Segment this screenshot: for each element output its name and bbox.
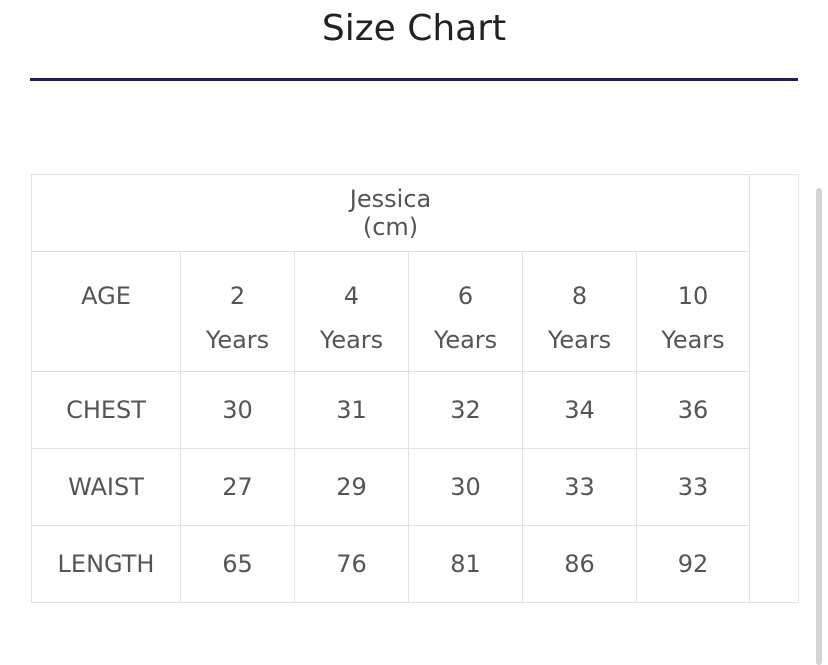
column-header-text: 10 Years [661,282,725,354]
table-cell: 36 [635,371,751,449]
table-cell: 32 [408,371,523,449]
table-cell-text: 30 [450,473,481,501]
table-cell: 34 [522,371,637,449]
column-header: AGE [31,251,181,372]
table-cell-text: 34 [564,396,595,424]
column-header: 10 Years [635,251,751,372]
table-caption-text: Jessica (cm) [349,185,432,241]
column-header-text: 8 Years [547,282,612,354]
table-cell-text: 76 [336,550,367,578]
table-cell: 65 [180,525,295,603]
table-cell-text: 86 [564,550,595,578]
row-header-text: WAIST [68,473,144,501]
table-row: AGE 2 Years 4 Years 6 Years 8 Years 10 Years [31,251,799,372]
table-cell-text: 65 [222,550,253,578]
table-row: LENGTH 65 76 81 86 92 [31,525,799,603]
table-cell: 29 [294,448,409,526]
column-header-text: AGE [81,282,131,310]
page-title: Size Chart [321,8,507,49]
column-header: 6 Years [408,251,523,372]
table-cell: 92 [635,525,751,603]
row-header: LENGTH [31,525,181,603]
table-cell-text: 92 [677,550,709,578]
table-caption: Jessica (cm) [30,174,751,252]
column-header-text: 2 Years [205,282,270,354]
table-cell-text: 33 [677,473,709,501]
column-header-text: 4 Years [319,282,384,354]
column-header: 8 Years [522,251,637,372]
table-cell-text: 33 [564,473,595,501]
column-header-text: 6 Years [433,282,498,354]
table-cell-text: 29 [336,473,367,501]
table-cell-text: 81 [450,550,481,578]
column-header: 4 Years [294,251,409,372]
table-row: CHEST 30 31 32 34 36 [31,371,799,449]
table-row: WAIST 27 29 30 33 33 [31,448,799,526]
table-cell-text: 27 [222,473,253,501]
empty-column [749,174,800,603]
row-header: CHEST [31,371,181,449]
table-row: Jessica (cm) [30,174,800,603]
size-table: Jessica (cm) AGE 2 Years 4 Years 6 Years 8 Ye… [30,174,800,603]
row-header-text: LENGTH [57,550,155,578]
table-cell: 76 [294,525,409,603]
table-cell-text: 32 [450,396,481,424]
table-cell-text: 30 [222,396,253,424]
table-cell-text: 36 [677,396,709,424]
table-cell: 31 [294,371,409,449]
table-cell: 81 [408,525,523,603]
table-cell: 33 [522,448,637,526]
table-cell-text: 31 [336,396,367,424]
table-cell: 27 [180,448,295,526]
table-cell: 30 [408,448,523,526]
table-cell: 33 [635,448,751,526]
row-header: WAIST [31,448,181,526]
table-cell: 86 [522,525,637,603]
scrollbar [816,188,822,665]
row-header-text: CHEST [66,396,146,424]
column-header: 2 Years [180,251,295,372]
table-cell: 30 [180,371,295,449]
title-underline [30,78,798,81]
